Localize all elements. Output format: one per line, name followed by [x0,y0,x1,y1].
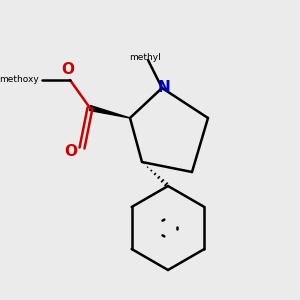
Text: N: N [158,80,170,95]
Text: methyl: methyl [129,52,161,62]
Text: methoxy: methoxy [0,76,39,85]
Text: O: O [64,143,77,158]
Text: O: O [61,62,74,77]
Polygon shape [89,106,130,118]
